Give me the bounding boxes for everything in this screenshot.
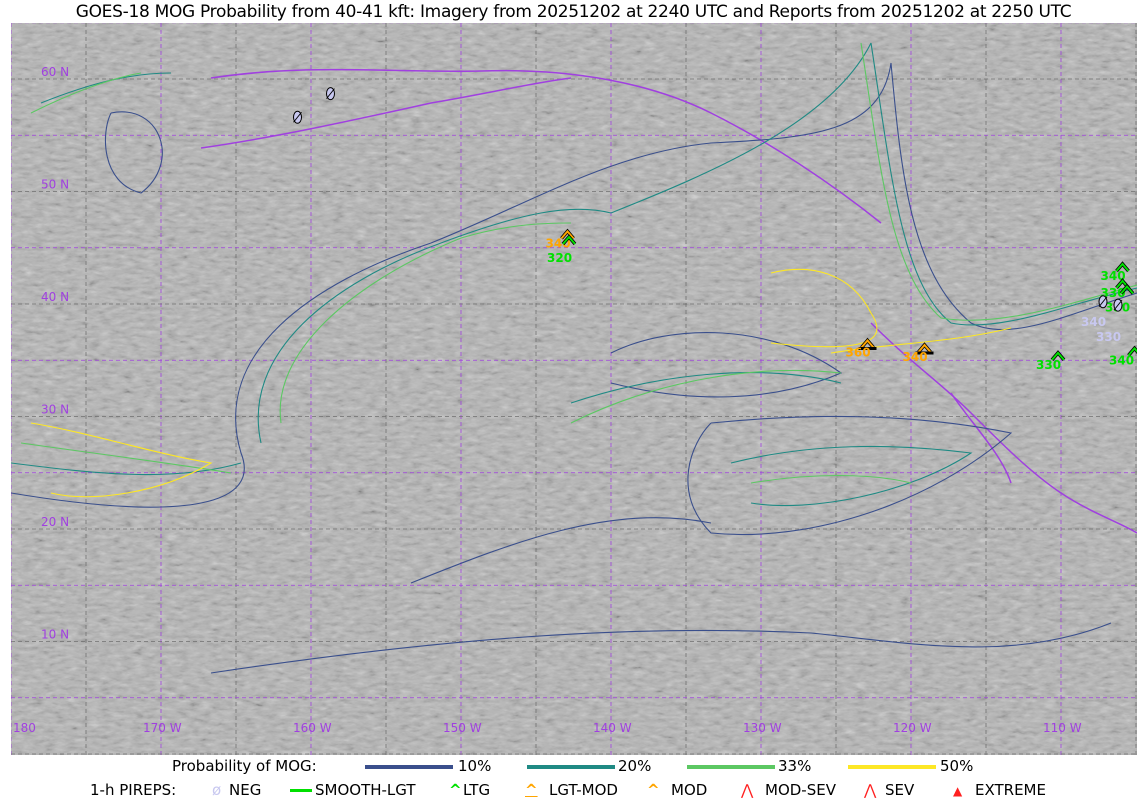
legend-extreme: EXTREME [975,781,1046,799]
pirep-ltg: 330 [1036,350,1066,372]
legend-label-20: 20% [618,757,652,775]
graticule [11,23,1137,755]
pirep-mod: 360 [846,337,877,360]
longitude-label: 140 W [593,721,632,735]
pirep-neg [293,110,302,124]
pirep-altitude-label: 340 [1101,269,1126,283]
longitude-label: 160 W [293,721,332,735]
null-sign-slash [1113,299,1123,311]
longitude-label: 110 W [1043,721,1082,735]
null-sign-slash [326,88,335,99]
caret-icon [1115,262,1130,272]
caret-icon: ^ [647,781,660,799]
dash-icon [290,789,312,792]
longitude-label: 150 W [443,721,482,735]
legend-label-50: 50% [940,757,974,775]
pirep-neg [326,87,335,101]
legend-lgt-mod: LGT-MOD [549,781,618,799]
legend-label-33: 33% [778,757,812,775]
latitude-label: 50 N [41,178,69,192]
satellite-map: 60 N 50 N 40 N 30 N 20 N 10 N 180 170 W 160 W 15… [11,23,1137,755]
legend-mod: MOD [671,781,708,799]
latitude-label: 20 N [41,515,69,529]
pirep-legend-title: 1-h PIREPS: [90,781,177,799]
pirep-altitude-label: 320 [547,251,572,265]
longitude-label: 130 W [743,721,782,735]
filled-triangle-icon: ▲ [953,784,963,798]
pirep-ltg: 340 [1109,345,1137,367]
pirep-altitude-label: 340 [903,350,928,364]
pirep-altitude-label: 340 [1109,353,1134,367]
latitude-labels: 60 N 50 N 40 N 30 N 20 N 10 N [41,65,69,642]
legend-mod-sev: MOD-SEV [765,781,836,799]
pirep-altitude-label: 330 [1036,358,1061,372]
latitude-label: 60 N [41,65,69,79]
legend-swatch-33 [687,765,775,769]
caret-icon [860,338,875,349]
mog-contours [11,42,1137,674]
legend-ltg: LTG [463,781,491,799]
probability-legend: Probability of MOG: 10% 20% 33% 50% [0,757,1147,777]
coastlines [200,68,1137,534]
pirep-neg: 340 [1081,295,1108,329]
double-caret-bar-icon: ⋀ [741,781,754,799]
null-sign-slash [293,111,302,123]
legend-swatch-20 [527,765,615,769]
caret-icon [1051,351,1065,361]
double-caret-icon: ⋀ [864,781,877,799]
caret-icon: ^ [449,781,462,799]
legend-label-10: 10% [458,757,492,775]
longitude-label: 170 W [143,721,182,735]
caret-icon [1120,284,1134,295]
pirep-altitude-label: 340 [1081,315,1106,329]
pirep-mod: 340 [903,342,934,364]
pirep-ltg: 320 [547,234,577,265]
caret-icon [917,343,932,353]
pirep-altitude-label: 330 [1096,330,1121,344]
legend-swatch-10 [365,765,453,769]
imagery-texture [11,23,1137,755]
caret-icon [560,229,575,240]
latitude-label: 30 N [41,403,69,417]
longitude-labels: 180 170 W 160 W 150 W 140 W 130 W 120 W 110 W [13,721,1082,735]
caret-bar-icon: ^ [525,781,538,799]
pirep-altitude-label: 360 [846,346,871,360]
null-sign-icon: ø [212,781,222,799]
pirep-reports: 340320360340340330350340330330340 [293,87,1137,372]
caret-icon [562,235,576,245]
map-title: GOES-18 MOG Probability from 40-41 kft: … [75,2,1072,22]
legend-neg: NEG [229,781,262,799]
legend-swatch-50 [848,765,936,769]
pirep-altitude-label: 330 [1101,286,1126,300]
longitude-label: 180 [13,721,36,735]
caret-icon [1127,346,1137,357]
legend-sev: SEV [885,781,915,799]
pirep-neg: 330 [1096,298,1123,344]
legend-smooth-lgt: SMOOTH-LGT [315,781,416,799]
pirep-ltg: 340 [1101,261,1130,283]
latitude-label: 10 N [41,628,69,642]
latitude-label: 40 N [41,290,69,304]
null-sign-slash [1098,296,1108,308]
pirep-legend: 1-h PIREPS: ø NEG SMOOTH-LGT ^ LTG ^ LGT… [0,781,1147,801]
probability-legend-title: Probability of MOG: [172,757,317,775]
longitude-label: 120 W [893,721,932,735]
